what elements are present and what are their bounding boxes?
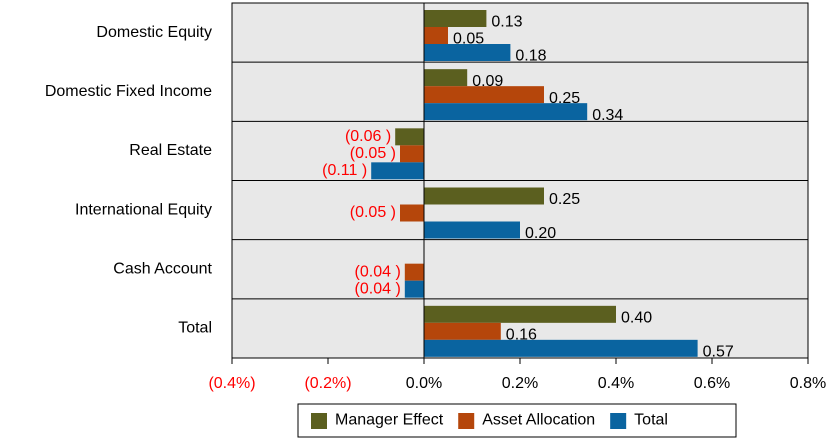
data-label: 0.25 [549, 191, 580, 208]
data-label: 0.18 [515, 48, 546, 65]
x-tick-label: (0.4%) [208, 375, 255, 392]
x-tick-label: 0.0% [406, 375, 442, 392]
bar [400, 145, 424, 163]
data-label: 0.57 [703, 344, 734, 361]
bar [424, 187, 544, 205]
legend-swatch [458, 413, 475, 429]
legend-label: Total [634, 412, 668, 429]
data-label: 0.05 [453, 31, 484, 48]
x-tick-label: 0.6% [694, 375, 730, 392]
bar [424, 305, 616, 323]
bar [400, 204, 424, 222]
bar [404, 263, 424, 281]
legend-label: Manager Effect [335, 412, 444, 429]
data-label: 0.25 [549, 90, 580, 107]
bar [424, 103, 588, 121]
category-label: Domestic Fixed Income [45, 83, 212, 100]
bar [371, 162, 424, 180]
data-label: (0.11 ) [322, 162, 367, 179]
bar [424, 221, 520, 239]
data-label: 0.20 [525, 225, 556, 242]
bar [424, 339, 698, 357]
data-label: (0.04 ) [355, 280, 401, 297]
category-label: Domestic Equity [96, 24, 212, 41]
data-label: 0.16 [506, 327, 537, 344]
bar [424, 322, 501, 340]
legend-box [297, 403, 737, 438]
x-tick-label: 0.2% [502, 375, 538, 392]
plot-border [231, 2, 809, 359]
data-label: 0.13 [491, 14, 522, 31]
x-tick-label: (0.2%) [304, 375, 351, 392]
bar [395, 128, 424, 146]
data-label: 0.09 [472, 73, 503, 90]
category-label: Real Estate [129, 142, 212, 159]
legend-swatch [311, 413, 327, 429]
legend-label: Asset Allocation [482, 412, 595, 429]
data-label: 0.34 [592, 107, 623, 124]
x-tick-label: 0.4% [598, 375, 634, 392]
data-label: 0.40 [621, 310, 652, 327]
category-label: International Equity [75, 201, 212, 218]
bar [424, 86, 544, 104]
category-label: Total [178, 320, 212, 337]
bar [424, 69, 468, 87]
bar [424, 10, 487, 27]
x-tick-label: 0.8% [790, 375, 826, 392]
bar [424, 27, 448, 44]
data-label: (0.05 ) [350, 204, 396, 221]
legend-swatch [610, 413, 627, 429]
bar [424, 44, 511, 61]
data-label: (0.05 ) [350, 145, 396, 162]
data-label: (0.06 ) [345, 128, 391, 145]
bar [404, 280, 424, 298]
data-label: (0.04 ) [355, 263, 401, 280]
category-label: Cash Account [113, 260, 212, 277]
